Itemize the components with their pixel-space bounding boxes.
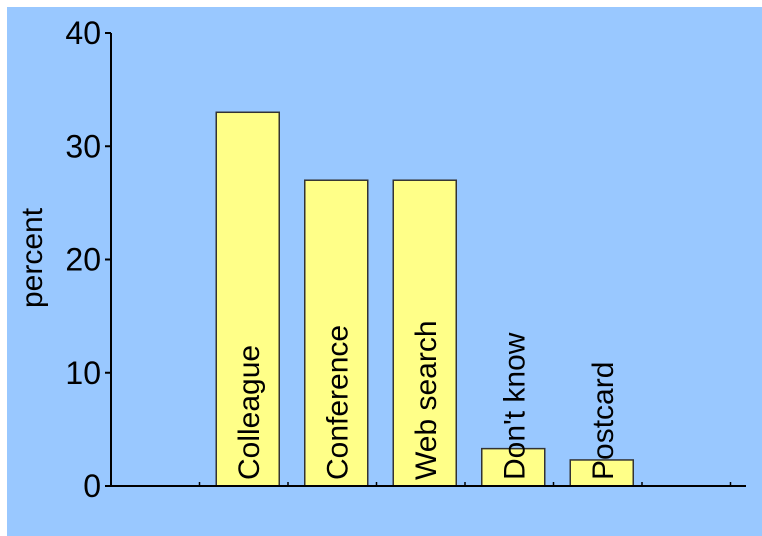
y-tick-label: 0	[83, 468, 101, 504]
y-tick-label: 10	[65, 355, 101, 391]
bar-label: Don't know	[498, 332, 531, 480]
bar	[215, 111, 280, 487]
y-axis-title: percent	[16, 207, 49, 308]
y-tick-label: 30	[65, 128, 101, 164]
bar-label: Postcard	[587, 362, 620, 480]
chart-panel	[7, 7, 762, 536]
bar-label: Conference	[321, 325, 354, 480]
y-tick-label: 40	[65, 15, 101, 51]
bar-label: Colleague	[233, 345, 266, 480]
bar-label: Web search	[410, 320, 443, 480]
y-tick-label: 20	[65, 242, 101, 278]
